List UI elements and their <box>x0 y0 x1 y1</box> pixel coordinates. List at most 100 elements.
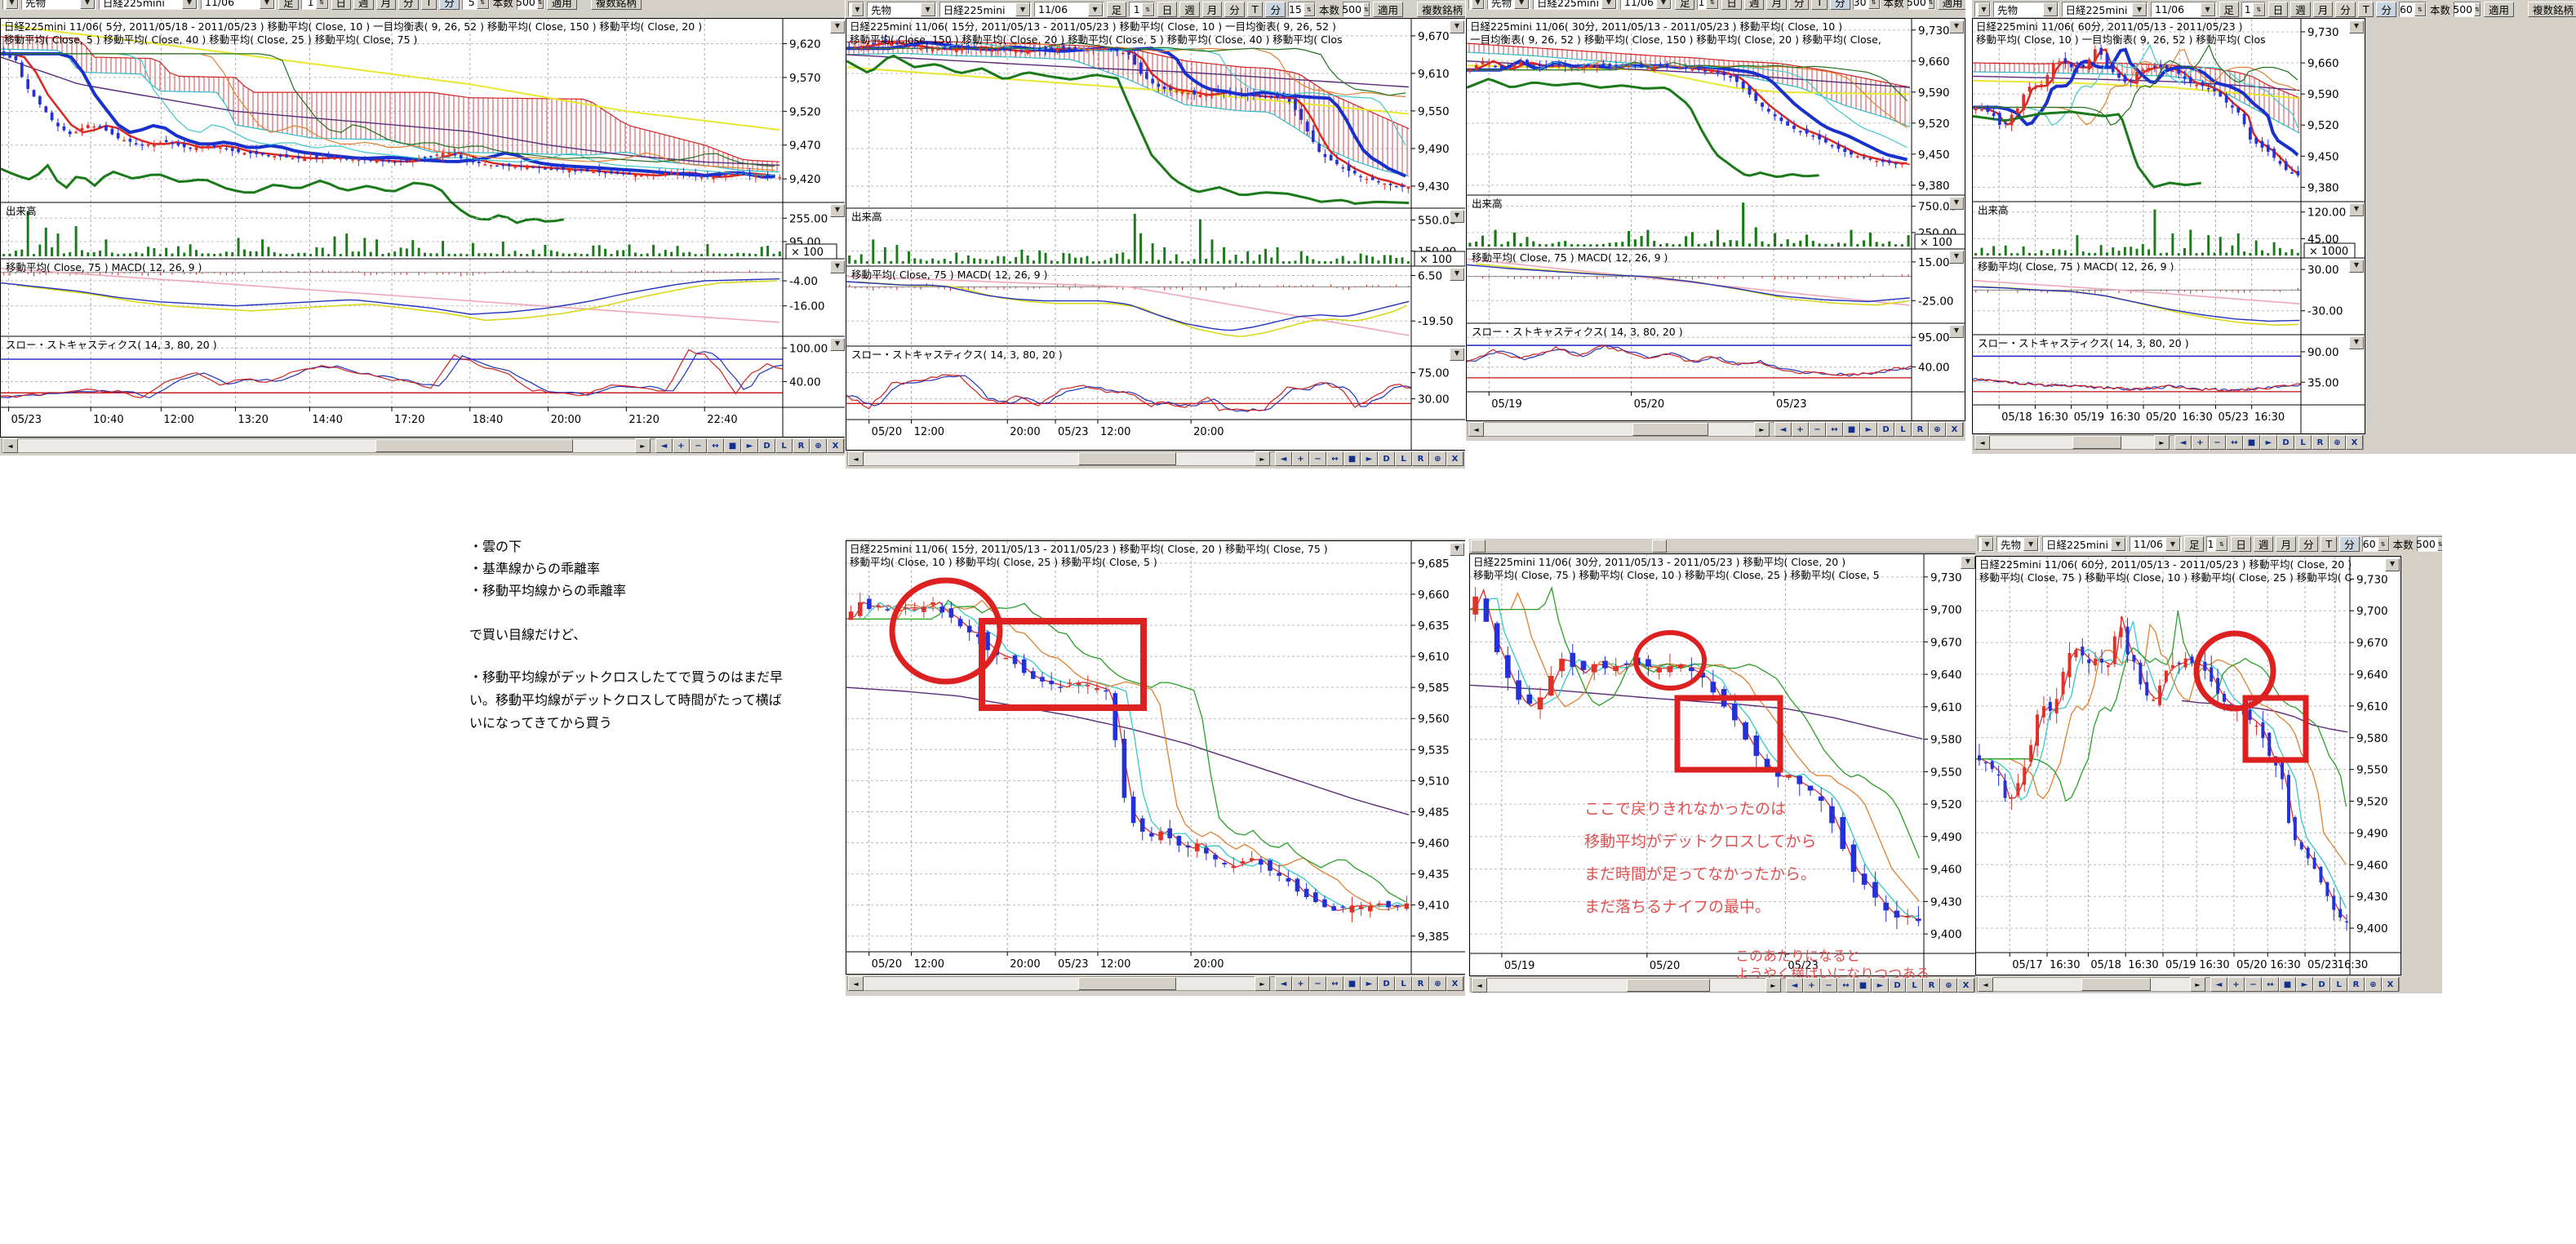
chart-tool-1-button[interactable]: + <box>673 438 690 453</box>
pane-collapse-button[interactable]: ▼ <box>1450 543 1464 556</box>
pane-collapse-button[interactable]: ▼ <box>1949 20 1964 33</box>
chart-tool-6-button[interactable]: D <box>2277 435 2294 450</box>
w3-week-button[interactable]: 週 <box>1743 0 1765 10</box>
chart-tool-10-button[interactable]: X <box>1446 451 1463 466</box>
chart-tool-6-button[interactable]: D <box>1378 976 1395 991</box>
w4-month-button[interactable]: 月 <box>2312 2 2334 17</box>
chart-tool-9-button[interactable]: ⊕ <box>1929 422 1946 437</box>
w2-bars-spin[interactable]: 500 ⇅ <box>1342 2 1370 17</box>
w1-scroll-track[interactable] <box>18 439 635 452</box>
chart-tool-5-button[interactable]: ► <box>2260 435 2277 450</box>
chart-tool-1-button[interactable]: + <box>2227 977 2245 992</box>
scroll-right-icon[interactable]: ► <box>1765 978 1781 993</box>
w1-apply-button[interactable]: 適用 <box>546 0 577 10</box>
w3-scroll-thumb[interactable] <box>1632 423 1708 436</box>
chart-tool-0-button[interactable]: ◄ <box>1786 978 1803 993</box>
pane-collapse-button[interactable]: ▼ <box>830 20 845 33</box>
chart-tool-10-button[interactable]: X <box>1446 976 1463 991</box>
w4-ashi-button[interactable]: 足 <box>2218 2 2240 17</box>
chart-tool-7-button[interactable]: L <box>775 438 793 453</box>
scroll-left-icon[interactable]: ◄ <box>1468 422 1484 437</box>
chart-type-combo[interactable]: ▼ <box>1978 536 1994 552</box>
chart-tool-6-button[interactable]: D <box>2313 977 2330 992</box>
spin-arrows-icon[interactable]: ⇅ <box>2414 2 2426 16</box>
scroll-right-icon[interactable]: ► <box>1255 976 1270 991</box>
scroll-right-icon[interactable]: ► <box>2154 435 2170 450</box>
w1-scrollbar[interactable]: ◄ ► ◄ + − ↔ ■ ► D L R ⊕ X <box>2 438 845 453</box>
spin-arrows-icon[interactable]: ⇅ <box>2377 537 2389 551</box>
chart-tool-2-button[interactable]: − <box>1820 978 1837 993</box>
window-button[interactable] <box>1471 540 1486 553</box>
spin-arrows-icon[interactable]: ⇅ <box>536 0 544 9</box>
w3-minute-toggle[interactable]: 分 <box>1830 0 1850 10</box>
w1-market-combo[interactable]: 先物 ▼ <box>21 0 96 10</box>
w4-symbol-combo[interactable]: 日経225mini ▼ <box>2061 2 2149 17</box>
scroll-right-icon[interactable]: ► <box>1754 422 1770 437</box>
spin-arrows-icon[interactable]: ⇅ <box>476 0 489 9</box>
spin-arrows-icon[interactable]: ⇅ <box>1927 0 1934 9</box>
w2-market-combo[interactable]: 先物 ▼ <box>867 2 937 17</box>
w2-week-button[interactable]: 週 <box>1179 2 1200 17</box>
chart-tool-9-button[interactable]: ⊕ <box>2329 435 2346 450</box>
pane-collapse-button[interactable]: ▼ <box>1450 268 1464 281</box>
pane-collapse-button[interactable]: ▼ <box>2349 203 2364 216</box>
w1-ashi-spin[interactable]: 1 ⇅ <box>300 0 329 10</box>
w4-scrollbar[interactable]: ◄ ► ◄ + − ↔ ■ ► D L R ⊕ X <box>1974 435 2364 450</box>
w2-month-button[interactable]: 月 <box>1201 2 1223 17</box>
pane-collapse-button[interactable]: ▼ <box>1450 210 1464 223</box>
pane-collapse-button[interactable]: ▼ <box>830 204 845 217</box>
pane-collapse-button[interactable]: ▼ <box>2349 336 2364 349</box>
chart-tool-7-button[interactable]: L <box>1894 422 1912 437</box>
chart-tool-9-button[interactable]: ⊕ <box>1429 451 1446 466</box>
w1-ashi-button[interactable]: 足 <box>278 0 299 10</box>
pane-collapse-button[interactable]: ▼ <box>830 338 845 351</box>
chart-tool-2-button[interactable]: − <box>2245 977 2262 992</box>
w4-multi-symbol-button[interactable]: 複数銘柄 <box>2528 2 2576 17</box>
scroll-left-icon[interactable]: ◄ <box>848 976 864 991</box>
spin-arrows-icon[interactable]: ⇅ <box>1303 2 1315 16</box>
w5-scroll-track[interactable] <box>864 977 1255 990</box>
chart-tool-2-button[interactable]: − <box>690 438 707 453</box>
w7-interval-spin[interactable]: 60 ⇅ <box>2361 536 2390 552</box>
w1-interval-spin[interactable]: 5 ⇅ <box>461 0 490 10</box>
spin-arrows-icon[interactable]: ⇅ <box>2474 2 2481 16</box>
w1-month-button[interactable]: 月 <box>375 0 397 10</box>
spin-arrows-icon[interactable]: ⇅ <box>2436 537 2442 551</box>
w2-ashi-button[interactable]: 足 <box>1106 2 1127 17</box>
chart-tool-10-button[interactable]: X <box>1946 422 1963 437</box>
w4-bars-spin[interactable]: 500 ⇅ <box>2453 2 2481 17</box>
chart-tool-10-button[interactable]: X <box>827 438 844 453</box>
spin-arrows-icon[interactable]: ⇅ <box>1141 2 1154 16</box>
chart-tool-9-button[interactable]: ⊕ <box>2365 977 2382 992</box>
chart-tool-8-button[interactable]: R <box>1912 422 1929 437</box>
w2-scroll-thumb[interactable] <box>1078 452 1177 465</box>
w1-scroll-thumb[interactable] <box>375 439 574 452</box>
w6-scroll-thumb[interactable] <box>1626 979 1710 992</box>
chart-tool-5-button[interactable]: ► <box>2296 977 2313 992</box>
w7-ashi-spin[interactable]: 1 ⇅ <box>2206 536 2229 552</box>
w6-scrollbar[interactable]: ◄ ► ◄ + − ↔ ■ ► D L R ⊕ X <box>1471 978 1975 993</box>
w4-scroll-track[interactable] <box>1990 436 2154 449</box>
w3-interval-spin[interactable]: 30 ⇅ <box>1852 0 1881 10</box>
w1-day-button[interactable]: 日 <box>331 0 352 10</box>
w4-minute-button[interactable]: 分 <box>2335 2 2356 17</box>
w1-symbol-combo[interactable]: 日経225mini ▼ <box>99 0 198 10</box>
w3-minute-button[interactable]: 分 <box>1788 0 1810 10</box>
w3-market-combo[interactable]: 先物 ▼ <box>1487 0 1531 10</box>
w4-market-combo[interactable]: 先物 ▼ <box>1993 2 2059 17</box>
w4-ashi-spin[interactable]: 1 ⇅ <box>2241 2 2266 17</box>
pane-collapse-button[interactable]: ▼ <box>830 260 845 273</box>
spin-arrows-icon[interactable]: ⇅ <box>1363 2 1370 16</box>
chart-tool-2-button[interactable]: − <box>1809 422 1826 437</box>
chart-tool-8-button[interactable]: R <box>2312 435 2329 450</box>
w3-ashi-button[interactable]: 足 <box>1674 0 1695 10</box>
w7-day-button[interactable]: 日 <box>2231 536 2251 552</box>
w2-scrollbar[interactable]: ◄ ► ◄ + − ↔ ■ ► D L R ⊕ X <box>847 451 1464 466</box>
w7-week-button[interactable]: 週 <box>2253 536 2274 552</box>
chart-tool-5-button[interactable]: ► <box>1860 422 1877 437</box>
chart-tool-4-button[interactable]: ■ <box>1854 978 1872 993</box>
w4-day-button[interactable]: 日 <box>2267 2 2289 17</box>
w1-multi-symbol-button[interactable]: 複数銘柄 <box>590 0 642 10</box>
w3-bars-spin[interactable]: 500 ⇅ <box>1907 0 1935 10</box>
chart-tool-8-button[interactable]: R <box>2347 977 2365 992</box>
